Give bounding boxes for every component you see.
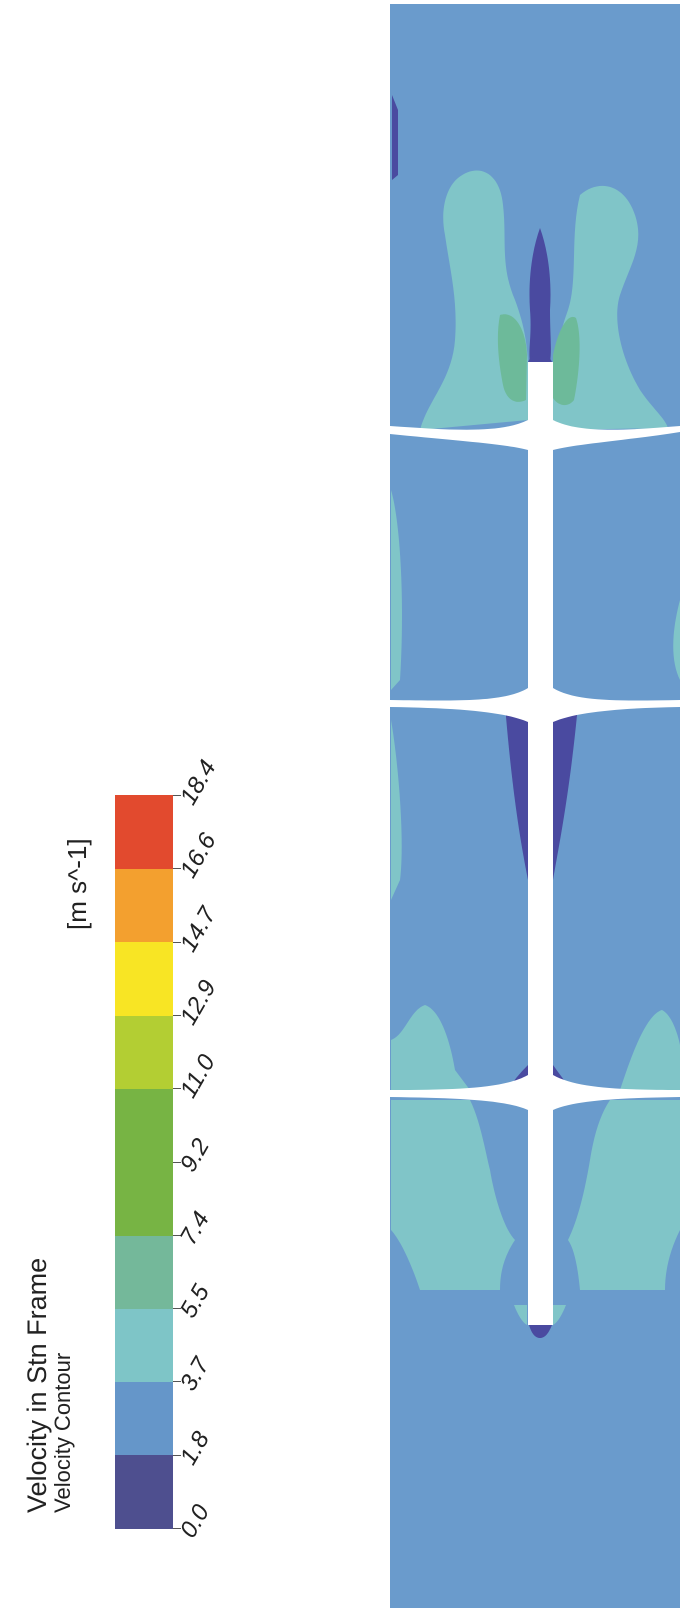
legend-band-5 [115, 1088, 173, 1163]
legend-tick-mark [173, 941, 181, 943]
legend-band-1 [115, 1381, 173, 1456]
contour-region-mid-hub-tip-right [553, 1305, 566, 1325]
impeller-blade-top [390, 420, 680, 450]
impeller-geometry [390, 362, 680, 1325]
contour-region-mid-right-plume [552, 185, 668, 430]
legend-tick-mark [173, 1088, 181, 1090]
legend-tick-mark [173, 1308, 181, 1310]
contour-region-low-right-hub-1 [553, 705, 578, 880]
legend-band-8 [115, 868, 173, 943]
contour-region-mid-left-bottom [391, 1100, 515, 1290]
legend-band-9 [115, 795, 173, 869]
contour-region-high-left [497, 314, 527, 402]
contour-region-mid-left-wall-2 [391, 720, 402, 900]
contour-region-mid-right-bottom [568, 1100, 680, 1290]
legend-band-2 [115, 1308, 173, 1383]
legend-tick-mark [173, 1528, 181, 1529]
legend-band-4 [115, 1161, 173, 1236]
legend-color-bar [115, 795, 173, 1529]
legend-band-6 [115, 1014, 173, 1089]
contour-region-low-hub-top [528, 354, 552, 362]
contour-region-mid-left-wall-1 [391, 490, 402, 690]
contour-region-low-top-left-edge [392, 95, 398, 180]
legend-band-3 [115, 1234, 173, 1309]
legend-band-7 [115, 941, 173, 1016]
contour-region-low-left-hub-1 [505, 705, 528, 880]
contour-region-high-right [553, 316, 580, 406]
legend-tick-mark [173, 795, 181, 796]
legend-tick-mark [173, 1381, 181, 1383]
contour-region-mid-right-lobe-2 [620, 1010, 680, 1090]
legend-tick-mark [173, 1014, 181, 1016]
legend-tick-mark [173, 1161, 181, 1163]
legend-tick-mark [173, 868, 181, 870]
impeller-blade-middle [390, 688, 680, 722]
impeller-shaft [528, 362, 553, 1325]
contour-region-mid-left-lobe-2 [391, 1005, 470, 1090]
contour-region-low-jet [529, 228, 551, 362]
legend-tick-mark [173, 1454, 181, 1456]
legend-band-0 [115, 1454, 173, 1529]
legend-tick-mark [173, 1234, 181, 1236]
contour-region-low-hub-tip [529, 1325, 552, 1338]
impeller-blade-bottom [390, 1075, 680, 1110]
contour-region-mid-hub-tip-left [514, 1305, 527, 1325]
contour-region-mid-right-wall-1 [673, 600, 680, 680]
